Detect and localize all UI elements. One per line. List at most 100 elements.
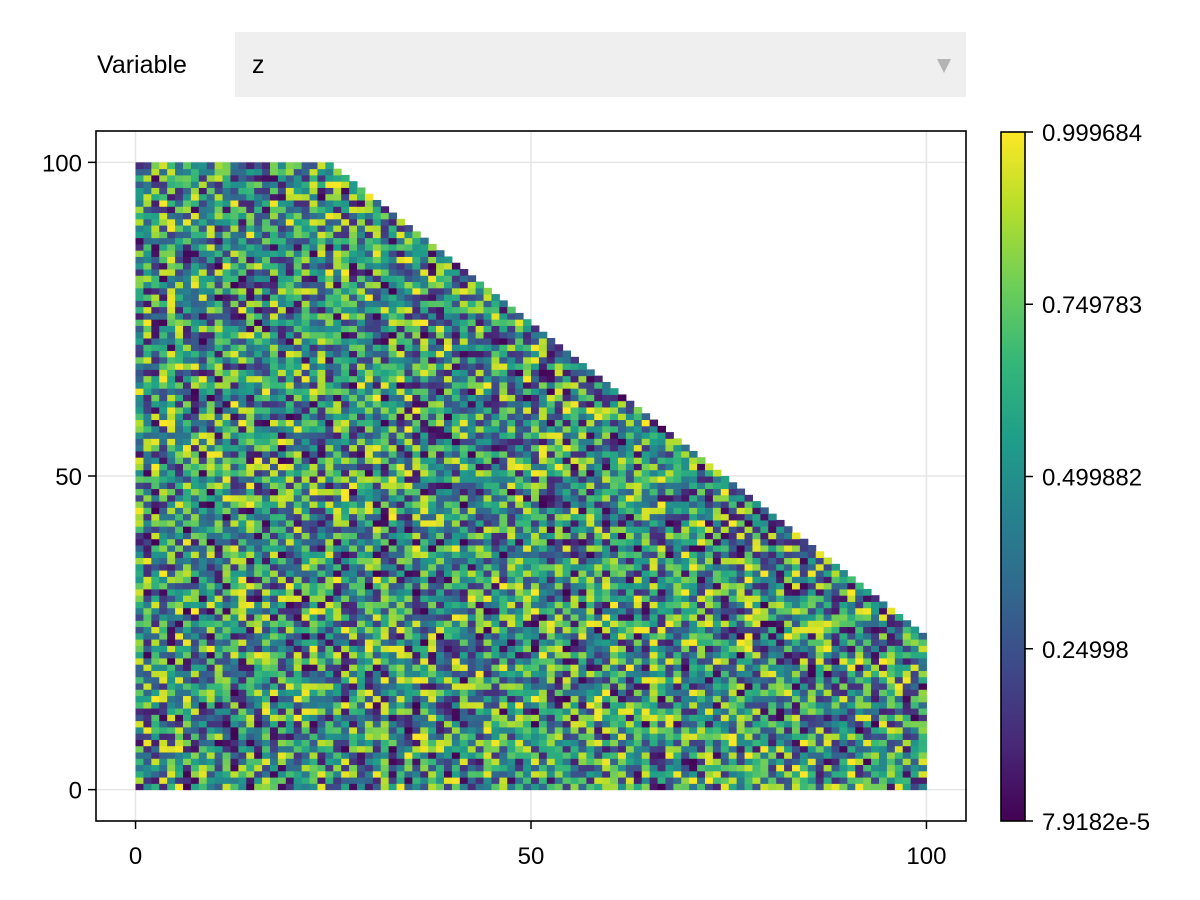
heatmap-cell	[198, 250, 208, 257]
heatmap-cell	[277, 626, 287, 634]
heatmap-cell	[143, 764, 152, 772]
heatmap-cell	[459, 632, 469, 640]
heatmap-cell	[277, 545, 287, 552]
heatmap-cell	[230, 425, 239, 433]
heatmap-cell	[562, 701, 572, 709]
heatmap-cell	[412, 582, 421, 590]
heatmap-cell	[388, 532, 398, 540]
heatmap-cell	[270, 770, 279, 778]
heatmap-cell	[270, 425, 279, 433]
heatmap-cell	[175, 193, 184, 201]
heatmap-cell	[349, 752, 358, 759]
heatmap-cell	[222, 726, 231, 734]
heatmap-cell	[538, 400, 548, 408]
heatmap-cell	[475, 714, 485, 722]
heatmap-cell	[444, 338, 453, 345]
heatmap-cell	[317, 752, 326, 759]
heatmap-cell	[206, 476, 216, 483]
heatmap-cell	[483, 726, 492, 734]
heatmap-cell	[499, 394, 508, 402]
heatmap-cell	[507, 482, 516, 490]
heatmap-cell	[214, 438, 224, 446]
heatmap-cell	[254, 262, 263, 270]
heatmap-cell	[459, 369, 469, 377]
heatmap-cell	[301, 570, 311, 577]
heatmap-cell	[143, 758, 152, 766]
heatmap-cell	[372, 507, 382, 515]
heatmap-cell	[444, 576, 453, 584]
heatmap-cell	[135, 601, 144, 609]
heatmap-cell	[404, 676, 413, 684]
heatmap-cell	[222, 501, 231, 508]
heatmap-cell	[270, 338, 279, 345]
heatmap-cell	[372, 463, 382, 471]
heatmap-cell	[483, 632, 492, 640]
heatmap-cell	[206, 457, 216, 464]
heatmap-cell	[230, 262, 239, 270]
heatmap-cell	[293, 620, 303, 628]
heatmap-cell	[523, 513, 532, 521]
heatmap-cell	[270, 369, 279, 377]
heatmap-cell	[135, 607, 144, 615]
heatmap-cell	[364, 689, 374, 697]
heatmap-cell	[483, 770, 492, 778]
heatmap-cell	[159, 482, 168, 490]
heatmap-cell	[198, 275, 208, 283]
heatmap-cell	[135, 269, 144, 276]
heatmap-cell	[285, 425, 295, 433]
heatmap-cell	[277, 563, 287, 571]
heatmap-cell	[554, 501, 564, 508]
heatmap-cell	[333, 601, 342, 609]
heatmap-cell	[301, 469, 311, 477]
heatmap-cell	[444, 758, 453, 766]
heatmap-cell	[159, 620, 168, 628]
heatmap-cell	[515, 657, 524, 665]
heatmap-cell	[135, 193, 144, 201]
heatmap-cell	[214, 444, 224, 452]
heatmap-cell	[459, 733, 469, 740]
heatmap-cell	[317, 269, 326, 276]
heatmap-cell	[357, 507, 366, 515]
variable-dropdown[interactable]: z	[235, 32, 966, 97]
heatmap-cell	[309, 162, 318, 170]
heatmap-cell	[428, 758, 437, 766]
heatmap-cell	[277, 438, 287, 446]
heatmap-cell	[135, 752, 144, 759]
heatmap-cell	[515, 513, 524, 521]
heatmap-cell	[270, 331, 279, 339]
heatmap-cell	[523, 325, 532, 333]
heatmap-cell	[135, 563, 144, 571]
heatmap-cell	[412, 777, 421, 784]
heatmap-cell	[175, 294, 184, 301]
heatmap-cell	[396, 281, 405, 289]
heatmap-cell	[523, 726, 532, 734]
heatmap-cell	[301, 739, 311, 747]
heatmap-cell	[546, 714, 556, 722]
heatmap-cell	[467, 726, 477, 734]
heatmap-cell	[159, 407, 168, 414]
heatmap-cell	[554, 363, 564, 370]
heatmap-cell	[475, 501, 485, 508]
heatmap-cell	[507, 758, 516, 766]
heatmap-cell	[277, 231, 287, 239]
heatmap-cell	[230, 670, 239, 678]
heatmap-cell	[483, 551, 492, 559]
heatmap-cell	[412, 231, 421, 239]
heatmap-cell	[293, 444, 303, 452]
heatmap-cell	[396, 218, 405, 226]
heatmap-cell	[372, 338, 382, 345]
heatmap-cell	[531, 770, 540, 778]
heatmap-cell	[246, 425, 255, 433]
heatmap-cell	[420, 563, 429, 571]
heatmap-cell	[380, 657, 390, 665]
heatmap-cell	[270, 388, 279, 395]
heatmap-cell	[222, 275, 231, 283]
heatmap-cell	[301, 752, 311, 759]
heatmap-cell	[190, 632, 200, 640]
heatmap-cell	[357, 363, 366, 370]
heatmap-cell	[507, 450, 516, 458]
heatmap-cell	[222, 758, 231, 766]
heatmap-cell	[277, 764, 287, 772]
heatmap-cell	[459, 375, 469, 383]
heatmap-cell	[167, 388, 176, 395]
